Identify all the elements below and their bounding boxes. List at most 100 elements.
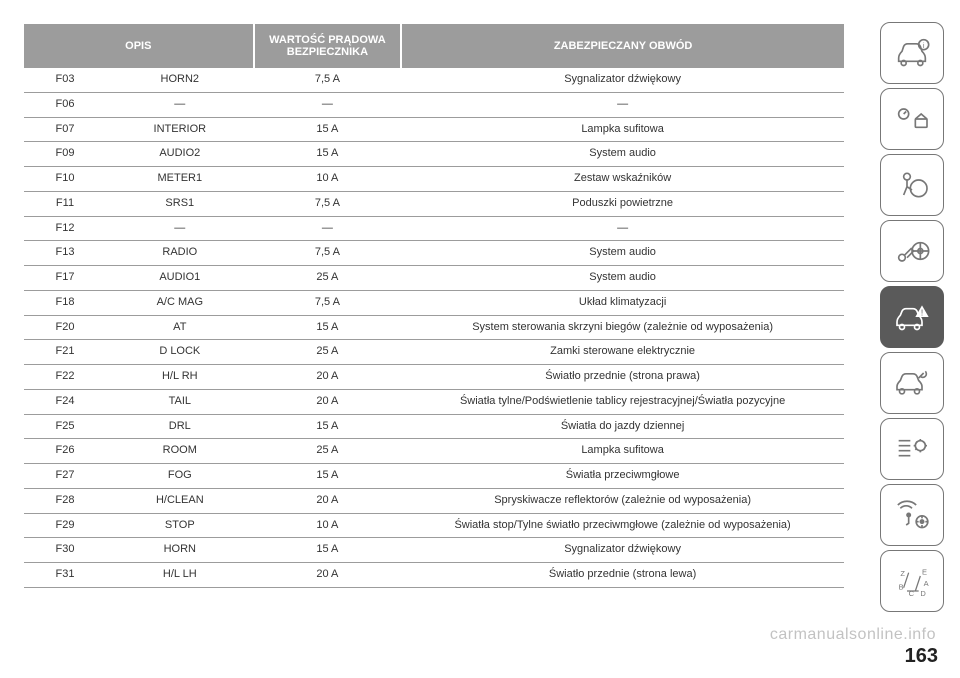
cell-label: — xyxy=(106,92,254,117)
alpha-index-icon[interactable]: ZEBACD xyxy=(880,550,944,612)
settings-list-icon[interactable] xyxy=(880,418,944,480)
svg-text:E: E xyxy=(922,567,927,576)
cell-code: F03 xyxy=(24,68,106,92)
table-row: F25DRL15 AŚwiatła do jazdy dziennej xyxy=(24,414,844,439)
cell-label: HORN xyxy=(106,538,254,563)
cell-code: F11 xyxy=(24,191,106,216)
cell-circuit: System sterowania skrzyni biegów (zależn… xyxy=(401,315,844,340)
svg-text:C: C xyxy=(909,589,915,598)
svg-text:D: D xyxy=(920,589,926,598)
cell-label: AUDIO1 xyxy=(106,266,254,291)
table-row: F21D LOCK25 AZamki sterowane elektryczni… xyxy=(24,340,844,365)
table-row: F11SRS17,5 APoduszki powietrzne xyxy=(24,191,844,216)
cell-label: RADIO xyxy=(106,241,254,266)
cell-rating: 20 A xyxy=(254,488,402,513)
cell-rating: 15 A xyxy=(254,142,402,167)
cell-circuit: Światło przednie (strona prawa) xyxy=(401,365,844,390)
cell-label: H/L RH xyxy=(106,365,254,390)
cell-circuit: Zamki sterowane elektrycznie xyxy=(401,340,844,365)
watermark-text: carmanualsonline.info xyxy=(770,626,936,644)
cell-circuit: — xyxy=(401,92,844,117)
cell-rating: 20 A xyxy=(254,389,402,414)
cell-label: INTERIOR xyxy=(106,117,254,142)
table-header-row: OPIS WARTOŚĆ PRĄDOWA BEZPIECZNIKA ZABEZP… xyxy=(24,24,844,68)
table-row: F20AT15 ASystem sterowania skrzyni biegó… xyxy=(24,315,844,340)
cell-label: D LOCK xyxy=(106,340,254,365)
table-row: F27FOG15 AŚwiatła przeciwmgłowe xyxy=(24,464,844,489)
table-row: F12——— xyxy=(24,216,844,241)
cell-code: F26 xyxy=(24,439,106,464)
cell-code: F07 xyxy=(24,117,106,142)
cell-rating: 15 A xyxy=(254,538,402,563)
table-row: F03HORN27,5 ASygnalizator dźwiękowy xyxy=(24,68,844,92)
cell-circuit: Sygnalizator dźwiękowy xyxy=(401,538,844,563)
cell-code: F17 xyxy=(24,266,106,291)
car-info-icon[interactable]: i xyxy=(880,22,944,84)
table-row: F18A/C MAG7,5 AUkład klimatyzacji xyxy=(24,290,844,315)
cell-rating: 10 A xyxy=(254,167,402,192)
table-row: F30HORN15 ASygnalizator dźwiękowy xyxy=(24,538,844,563)
car-service-icon[interactable] xyxy=(880,352,944,414)
table-row: F22H/L RH20 AŚwiatło przednie (strona pr… xyxy=(24,365,844,390)
cell-circuit: — xyxy=(401,216,844,241)
cell-label: AUDIO2 xyxy=(106,142,254,167)
cell-circuit: Sygnalizator dźwiękowy xyxy=(401,68,844,92)
cell-rating: 7,5 A xyxy=(254,290,402,315)
cell-code: F06 xyxy=(24,92,106,117)
cell-code: F31 xyxy=(24,563,106,588)
cell-code: F28 xyxy=(24,488,106,513)
cell-label: DRL xyxy=(106,414,254,439)
cell-code: F21 xyxy=(24,340,106,365)
cell-label: — xyxy=(106,216,254,241)
header-opis: OPIS xyxy=(24,24,254,68)
table-row: F06——— xyxy=(24,92,844,117)
svg-text:Z: Z xyxy=(900,569,905,578)
cell-rating: 7,5 A xyxy=(254,191,402,216)
cell-label: TAIL xyxy=(106,389,254,414)
cell-rating: 25 A xyxy=(254,266,402,291)
cell-circuit: System audio xyxy=(401,241,844,266)
key-steering-icon[interactable] xyxy=(880,220,944,282)
header-circuit: ZABEZPIECZANY OBWÓD xyxy=(401,24,844,68)
cell-circuit: System audio xyxy=(401,142,844,167)
airbag-icon[interactable] xyxy=(880,154,944,216)
media-nav-icon[interactable] xyxy=(880,484,944,546)
cell-label: STOP xyxy=(106,513,254,538)
header-rating: WARTOŚĆ PRĄDOWA BEZPIECZNIKA xyxy=(254,24,402,68)
cell-label: A/C MAG xyxy=(106,290,254,315)
cell-code: F29 xyxy=(24,513,106,538)
cell-code: F20 xyxy=(24,315,106,340)
table-row: F26ROOM25 ALampka sufitowa xyxy=(24,439,844,464)
fuse-table-page: OPIS WARTOŚĆ PRĄDOWA BEZPIECZNIKA ZABEZP… xyxy=(24,24,844,588)
cell-label: H/L LH xyxy=(106,563,254,588)
cell-code: F12 xyxy=(24,216,106,241)
cell-label: HORN2 xyxy=(106,68,254,92)
cell-circuit: Światła do jazdy dziennej xyxy=(401,414,844,439)
cell-rating: 20 A xyxy=(254,365,402,390)
cell-rating: — xyxy=(254,216,402,241)
cell-code: F27 xyxy=(24,464,106,489)
cell-circuit: Poduszki powietrzne xyxy=(401,191,844,216)
cell-label: ROOM xyxy=(106,439,254,464)
cell-rating: 20 A xyxy=(254,563,402,588)
cell-code: F24 xyxy=(24,389,106,414)
cell-rating: 15 A xyxy=(254,117,402,142)
cell-circuit: System audio xyxy=(401,266,844,291)
section-sidebar: i!ZEBACD xyxy=(880,22,944,612)
cell-code: F22 xyxy=(24,365,106,390)
cell-label: AT xyxy=(106,315,254,340)
cell-label: FOG xyxy=(106,464,254,489)
cell-label: SRS1 xyxy=(106,191,254,216)
cell-circuit: Światło przednie (strona lewa) xyxy=(401,563,844,588)
cell-code: F25 xyxy=(24,414,106,439)
cell-rating: 25 A xyxy=(254,340,402,365)
cell-circuit: Światła przeciwmgłowe xyxy=(401,464,844,489)
table-row: F17AUDIO125 ASystem audio xyxy=(24,266,844,291)
car-warning-icon[interactable]: ! xyxy=(880,286,944,348)
cell-circuit: Lampka sufitowa xyxy=(401,439,844,464)
cell-rating: 15 A xyxy=(254,414,402,439)
cell-code: F09 xyxy=(24,142,106,167)
dashboard-icon[interactable] xyxy=(880,88,944,150)
table-row: F31H/L LH20 AŚwiatło przednie (strona le… xyxy=(24,563,844,588)
table-row: F10METER110 AZestaw wskaźników xyxy=(24,167,844,192)
